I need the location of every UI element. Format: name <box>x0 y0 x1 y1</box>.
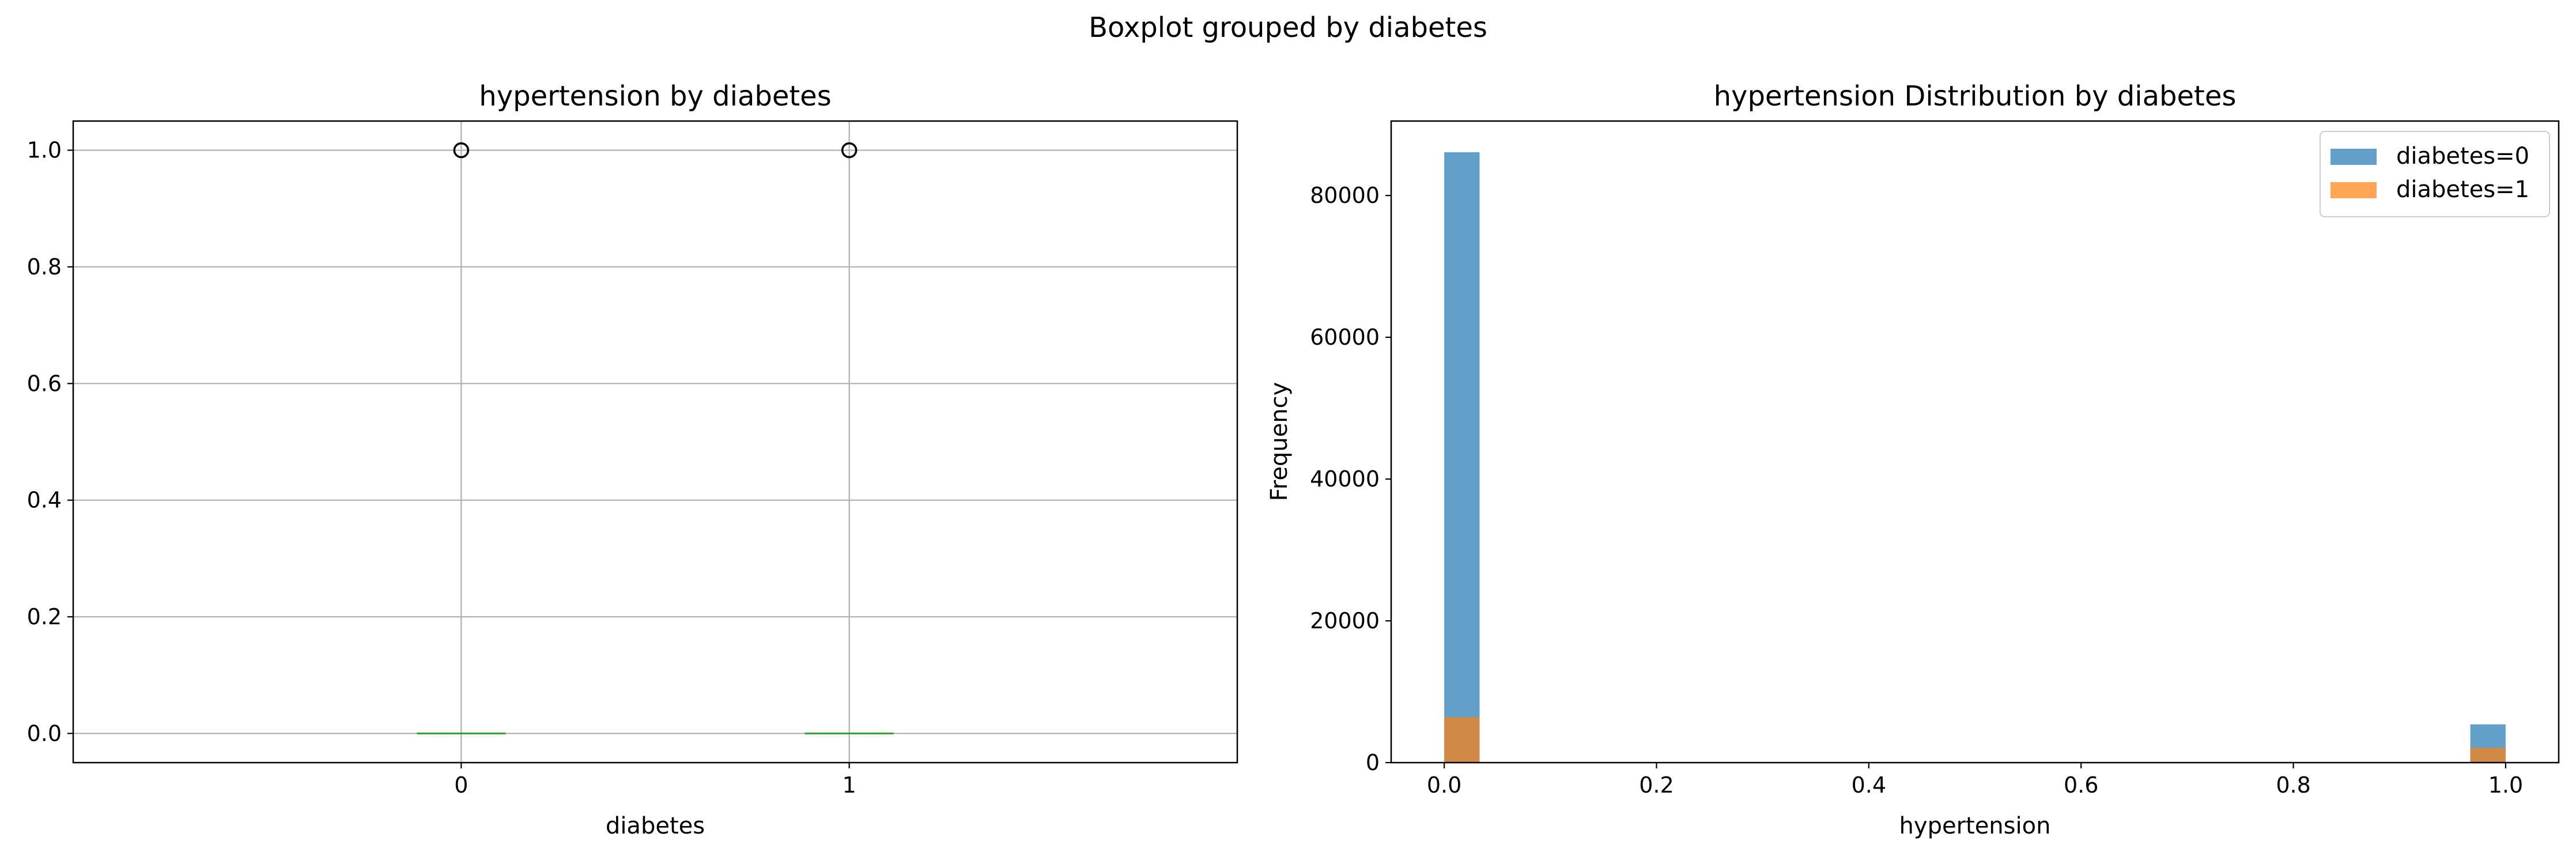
histogram-xlabel: hypertension <box>1899 813 2051 839</box>
boxplot-xlabel: diabetes <box>606 813 705 839</box>
boxplot-outlier-point <box>453 142 470 159</box>
legend-label: diabetes=1 <box>2396 176 2529 203</box>
boxplot-ytick-label: 0.4 <box>27 488 62 513</box>
boxplot-ytick-label: 0.2 <box>27 604 62 629</box>
histogram-xtick-label: 0.0 <box>1427 772 1461 798</box>
histogram-ytick-label: 60000 <box>1310 325 1380 350</box>
histogram-bar <box>1444 717 1480 763</box>
boxplot-ytick-label: 0.0 <box>27 721 62 746</box>
histogram-xtick-label: 0.8 <box>2276 772 2310 798</box>
legend-label: diabetes=0 <box>2396 143 2529 169</box>
histogram-xtick-label: 0.2 <box>1639 772 1674 798</box>
histogram-ytick-label: 20000 <box>1310 608 1380 633</box>
boxplot-frame <box>72 120 1238 764</box>
boxplot-axes: hypertension by diabetes diabetes 0.0 0.2… <box>27 80 1238 839</box>
legend-box <box>2320 131 2550 217</box>
boxplot-ytick-label: 0.6 <box>27 371 62 396</box>
boxplot-grid <box>73 121 1237 763</box>
histogram-axes: hypertension Distribution by diabetes hy… <box>1266 80 2560 839</box>
boxplot-xtick-label: 0 <box>454 772 468 798</box>
histogram-bar <box>1444 152 1480 763</box>
legend-swatch <box>2331 149 2377 165</box>
histogram-xtick-label: 0.4 <box>1852 772 1886 798</box>
histogram-title: hypertension Distribution by diabetes <box>1714 80 2237 112</box>
histogram-ytick-label: 80000 <box>1310 183 1380 208</box>
boxplot-ytick-label: 1.0 <box>27 138 62 163</box>
histogram-frame <box>1390 120 2560 764</box>
boxplot-ytick-label: 0.8 <box>27 254 62 280</box>
boxplot-outlier-point <box>841 142 858 159</box>
histogram-bar <box>2470 748 2506 763</box>
boxplot-title: hypertension by diabetes <box>479 80 831 112</box>
histogram-legend: diabetes=0 diabetes=1 <box>2320 131 2550 217</box>
histogram-bars <box>1444 152 2506 763</box>
legend-swatch <box>2331 182 2377 198</box>
histogram-ytick-label: 0 <box>1366 750 1380 775</box>
figure-suptitle: Boxplot grouped by diabetes <box>1089 12 1487 44</box>
boxplot-marks <box>417 142 894 734</box>
boxplot-xtick-label: 1 <box>843 772 856 798</box>
histogram-ytick-label: 40000 <box>1310 466 1380 492</box>
histogram-xtick-label: 1.0 <box>2488 772 2523 798</box>
histogram-ylabel: Frequency <box>1266 382 1293 501</box>
boxplot-ticks: 0.0 0.2 0.4 0.6 0.8 1.0 0 1 <box>27 138 856 798</box>
histogram-ticks: 0.0 0.2 0.4 0.6 0.8 1.0 0 20000 40000 60000 80000 <box>1310 183 2523 798</box>
histogram-xtick-label: 0.6 <box>2064 772 2098 798</box>
